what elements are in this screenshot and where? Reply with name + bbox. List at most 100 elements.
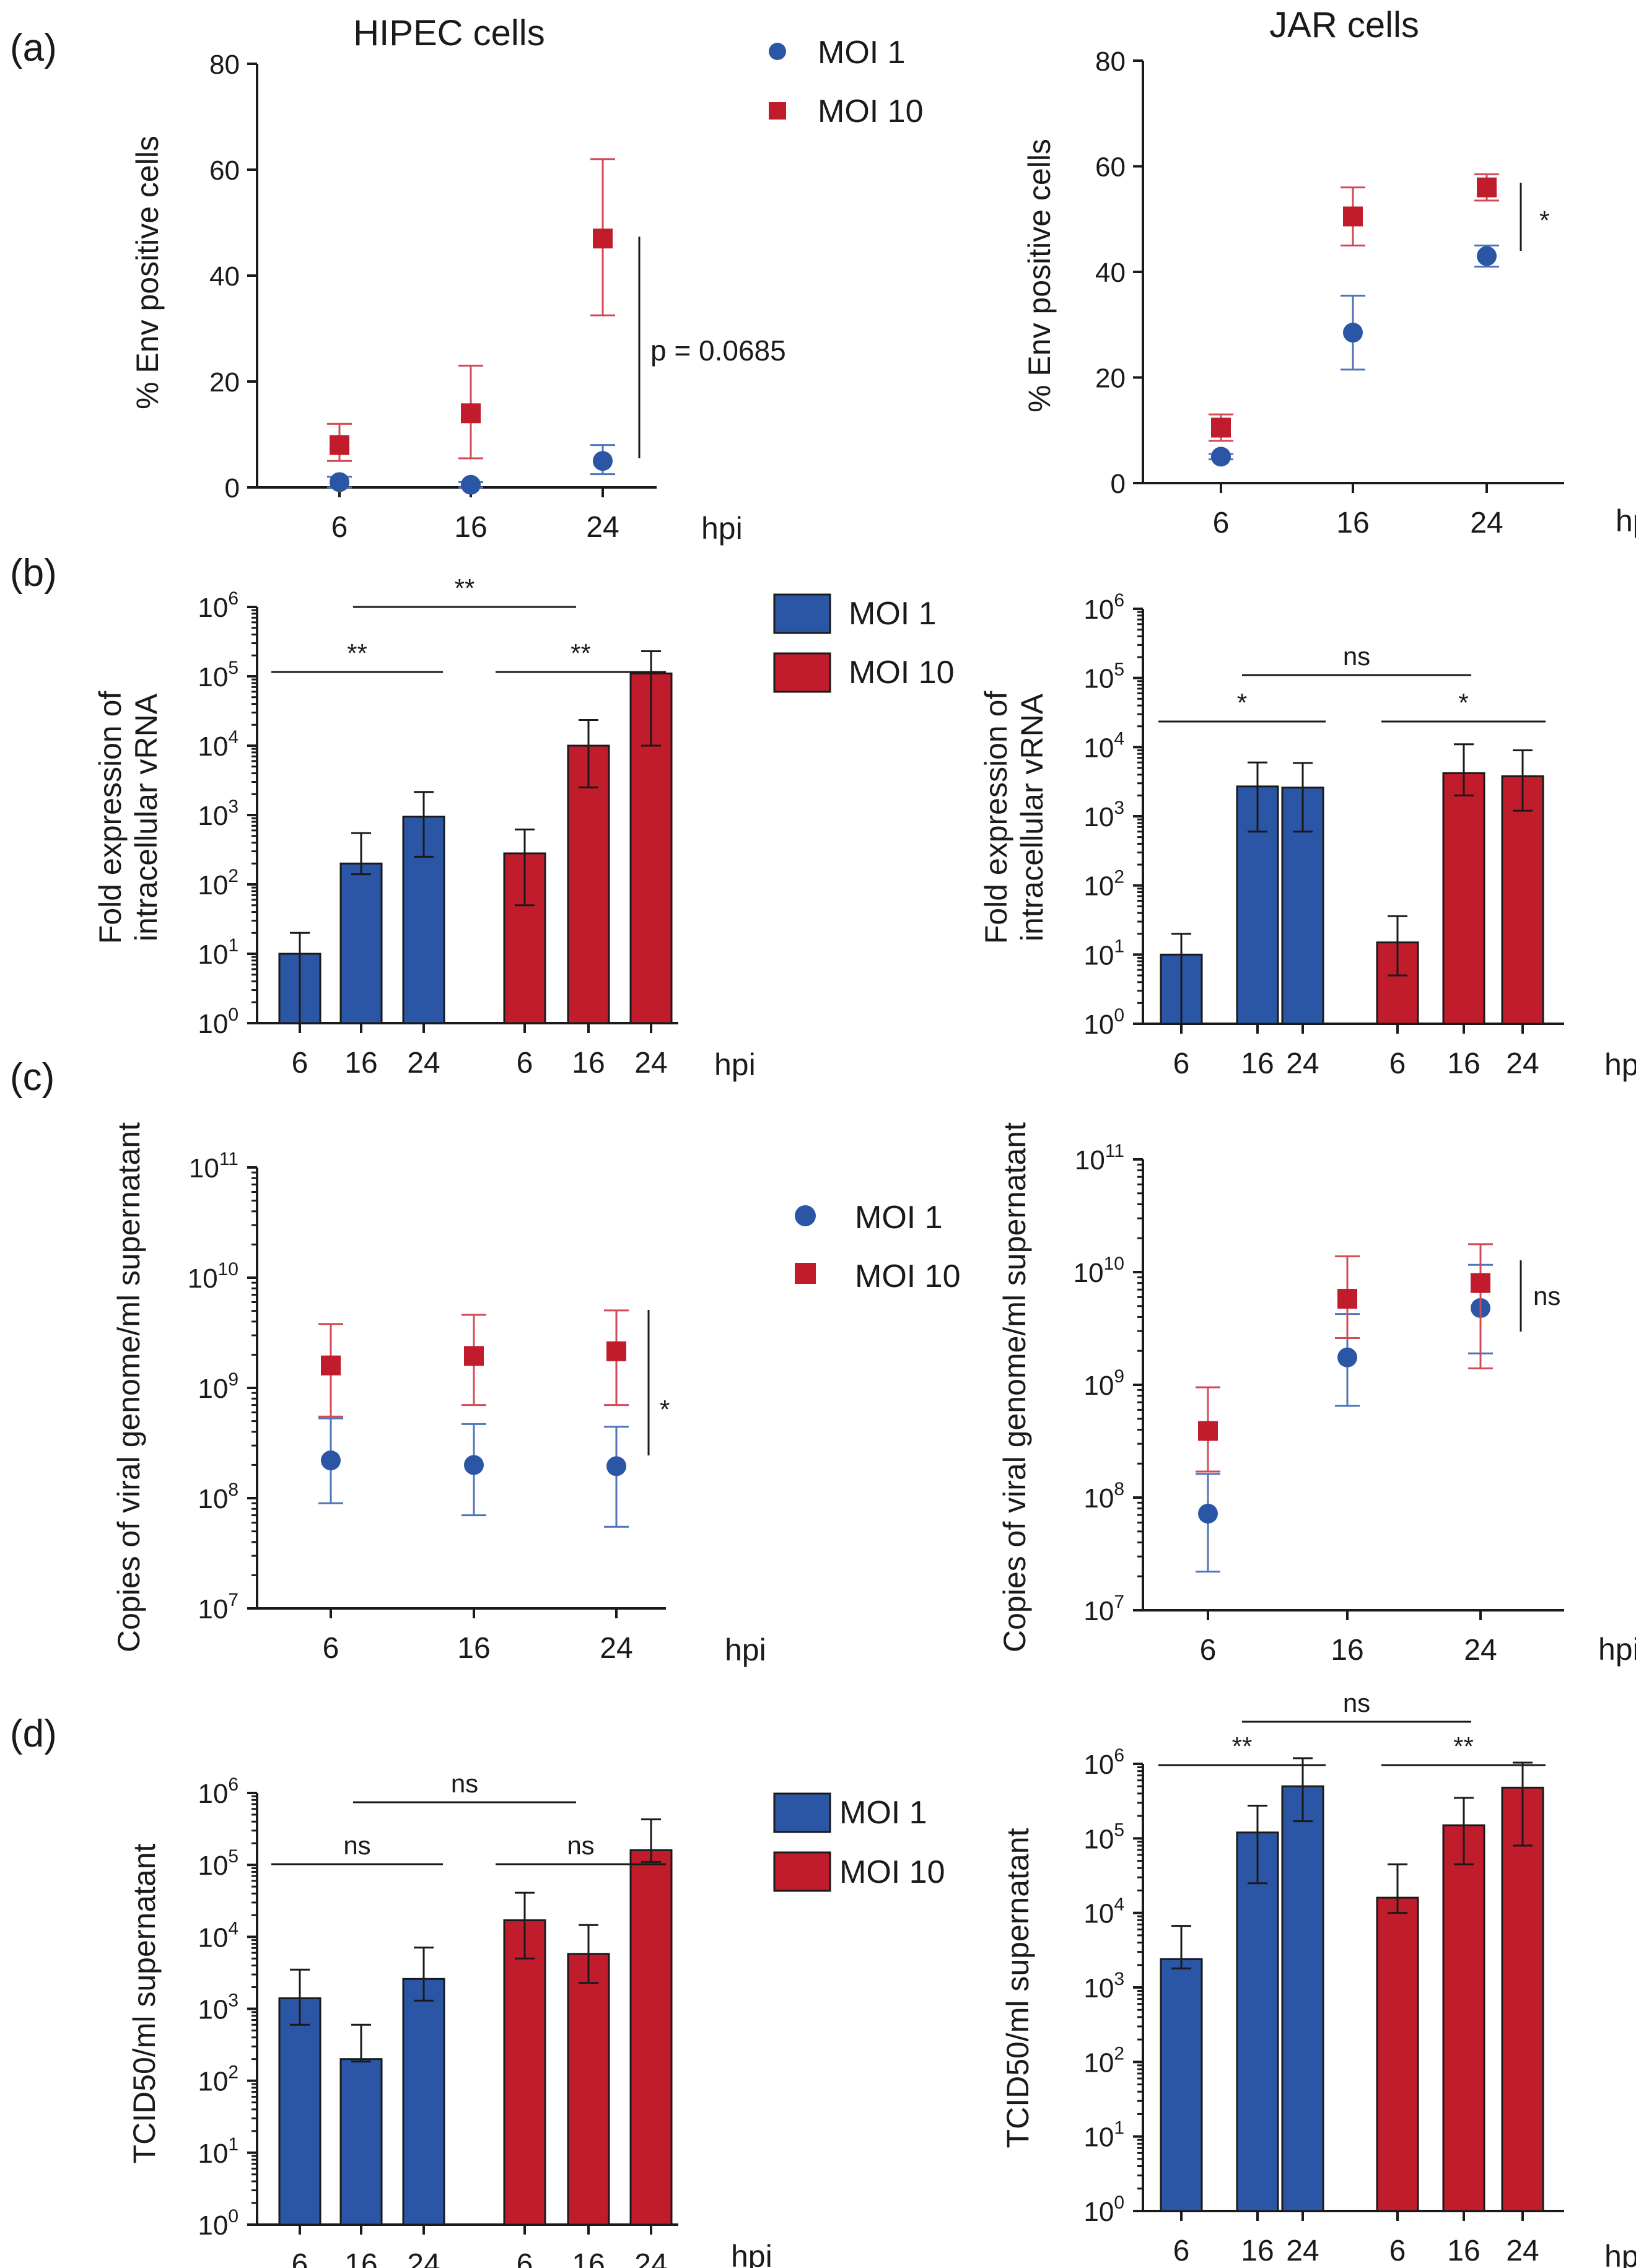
x-tick-label: 24 bbox=[407, 1047, 440, 1079]
x-tick-label: 16 bbox=[572, 2248, 605, 2268]
legend-a-moi1-label: MOI 1 bbox=[818, 35, 906, 71]
legend-b-moi1-swatch bbox=[773, 593, 831, 634]
y-tick-label: 105 bbox=[1083, 1820, 1124, 1854]
y-tick-label: 103 bbox=[1083, 1969, 1124, 2004]
significance-label: ** bbox=[347, 639, 367, 668]
legend-a-moi10-marker bbox=[769, 102, 786, 120]
significance-label: * bbox=[1237, 688, 1247, 717]
bar-moi10 bbox=[1442, 772, 1485, 1025]
x-axis-label: hpi bbox=[1604, 1047, 1636, 1082]
y-tick-label: 101 bbox=[198, 935, 238, 970]
y-axis-label: Copies of viral genome/ml supernatant bbox=[112, 1122, 146, 1652]
y-tick-label: 109 bbox=[1083, 1366, 1124, 1401]
x-tick-label: 16 bbox=[1447, 2235, 1480, 2267]
data-point-moi10 bbox=[464, 1346, 484, 1366]
x-tick-label: 24 bbox=[586, 511, 619, 544]
legend-c-moi10-marker bbox=[795, 1263, 816, 1284]
data-point-moi10 bbox=[1477, 177, 1497, 198]
data-point-moi10 bbox=[1198, 1421, 1218, 1441]
y-tick-label: 40 bbox=[1095, 258, 1126, 288]
y-tick-label: 1011 bbox=[189, 1149, 238, 1184]
y-tick-label: 106 bbox=[1083, 590, 1124, 625]
significance-label: ns bbox=[343, 1831, 370, 1860]
x-tick-label: 6 bbox=[292, 1047, 308, 1079]
y-tick-label: 102 bbox=[198, 2062, 238, 2097]
y-tick-label: 100 bbox=[198, 1005, 238, 1039]
y-tick-label: 103 bbox=[198, 796, 238, 831]
bar-moi10 bbox=[1501, 1786, 1544, 2212]
x-tick-label: 24 bbox=[1464, 1634, 1497, 1667]
x-tick-label: 6 bbox=[331, 511, 348, 544]
data-point-moi10 bbox=[330, 435, 349, 455]
legend-c-moi1-label: MOI 1 bbox=[855, 1200, 943, 1236]
data-point-moi1 bbox=[1337, 1347, 1357, 1367]
y-tick-label: 104 bbox=[198, 1918, 238, 1953]
legend-b: MOI 1 MOI 10 bbox=[773, 593, 955, 693]
significance-label: p = 0.0685 bbox=[650, 334, 786, 367]
significance-label: ns bbox=[567, 1831, 594, 1860]
data-point-moi1 bbox=[606, 1456, 626, 1476]
x-tick-label: 6 bbox=[1389, 1047, 1406, 1080]
bar-moi1 bbox=[1236, 1831, 1279, 2212]
data-point-moi1 bbox=[461, 474, 481, 495]
legend-c-moi10-label: MOI 10 bbox=[855, 1258, 961, 1294]
y-tick-label: 1011 bbox=[1075, 1141, 1124, 1175]
y-tick-label: 104 bbox=[1083, 1895, 1124, 1929]
data-point-moi1 bbox=[321, 1450, 341, 1471]
bar-moi10 bbox=[1442, 1824, 1485, 2212]
bar-moi10 bbox=[1501, 775, 1544, 1025]
x-tick-label: 16 bbox=[1331, 1634, 1363, 1667]
legend-d-moi10-swatch bbox=[773, 1851, 831, 1892]
x-axis-label: hpi bbox=[714, 1047, 756, 1082]
y-tick-label: 103 bbox=[198, 1991, 238, 2025]
data-point-moi1 bbox=[1343, 323, 1363, 343]
chart-a-hipec: 0 20 40 60 80 % Env positive cells hpi 6 16 24 p =… bbox=[130, 50, 786, 546]
x-tick-label: 6 bbox=[1173, 2235, 1190, 2267]
title-jar: JAR cells bbox=[1269, 5, 1419, 45]
y-tick-label: 0 bbox=[1111, 469, 1126, 499]
chart-d-hipec: 100 101 102 103 104 105 106 TCID50/ml supernata… bbox=[127, 1769, 772, 2268]
chart-b-jar: 100 101 102 103 104 105 106 Fold expression ofi… bbox=[979, 590, 1636, 1082]
x-axis-label: hpi bbox=[731, 2239, 772, 2268]
x-axis-label: hpi bbox=[1598, 1632, 1636, 1667]
panel-label-c: (c) bbox=[10, 1056, 55, 1099]
y-tick-label: 103 bbox=[1083, 798, 1124, 832]
y-tick-label: 40 bbox=[209, 261, 240, 292]
x-tick-label: 24 bbox=[1286, 2235, 1319, 2267]
significance-label: * bbox=[660, 1395, 670, 1424]
legend-b-moi1-label: MOI 1 bbox=[849, 596, 937, 632]
y-tick-label: 80 bbox=[1095, 46, 1126, 77]
y-tick-label: 105 bbox=[198, 1846, 238, 1881]
chart-b-hipec: 100 101 102 103 104 105 106 Fold expression ofi… bbox=[93, 574, 756, 1082]
x-tick-label: 24 bbox=[634, 1047, 667, 1079]
chart-a-jar: 0 20 40 60 80 % Env positive cells hpi 6 16 24 * bbox=[1022, 46, 1636, 539]
y-tick-label: 1010 bbox=[188, 1259, 238, 1294]
significance-label: ns bbox=[1343, 642, 1370, 671]
x-tick-label: 24 bbox=[1506, 1047, 1539, 1080]
data-point-moi10 bbox=[1211, 417, 1231, 438]
panel-label-d: (d) bbox=[10, 1712, 57, 1755]
bar-moi10 bbox=[567, 744, 610, 1024]
significance-label: * bbox=[1539, 206, 1549, 235]
data-point-moi10 bbox=[1337, 1289, 1357, 1309]
legend-a-moi1-marker bbox=[769, 43, 786, 60]
x-tick-label: 16 bbox=[1241, 2235, 1274, 2267]
data-point-moi1 bbox=[330, 472, 349, 492]
data-point-moi1 bbox=[1198, 1503, 1218, 1524]
y-tick-label: 105 bbox=[198, 658, 238, 692]
y-axis-label: Copies of viral genome/ml supernatant bbox=[997, 1122, 1032, 1652]
panel-label-b: (b) bbox=[10, 552, 57, 595]
y-tick-label: 104 bbox=[198, 727, 238, 762]
y-tick-label: 108 bbox=[198, 1480, 238, 1514]
y-tick-label: 100 bbox=[198, 2206, 238, 2241]
legend-a-moi10-label: MOI 10 bbox=[818, 94, 924, 129]
data-point-moi10 bbox=[593, 229, 613, 249]
y-tick-label: 80 bbox=[209, 50, 240, 80]
y-tick-label: 102 bbox=[1083, 2043, 1124, 2078]
y-tick-label: 60 bbox=[1095, 152, 1126, 183]
legend-d-moi1-swatch bbox=[773, 1792, 831, 1833]
legend-a: MOI 1 MOI 10 bbox=[769, 35, 924, 129]
significance-label: ** bbox=[455, 574, 475, 603]
data-point-moi1 bbox=[593, 451, 613, 471]
x-tick-label: 24 bbox=[1286, 1047, 1319, 1080]
